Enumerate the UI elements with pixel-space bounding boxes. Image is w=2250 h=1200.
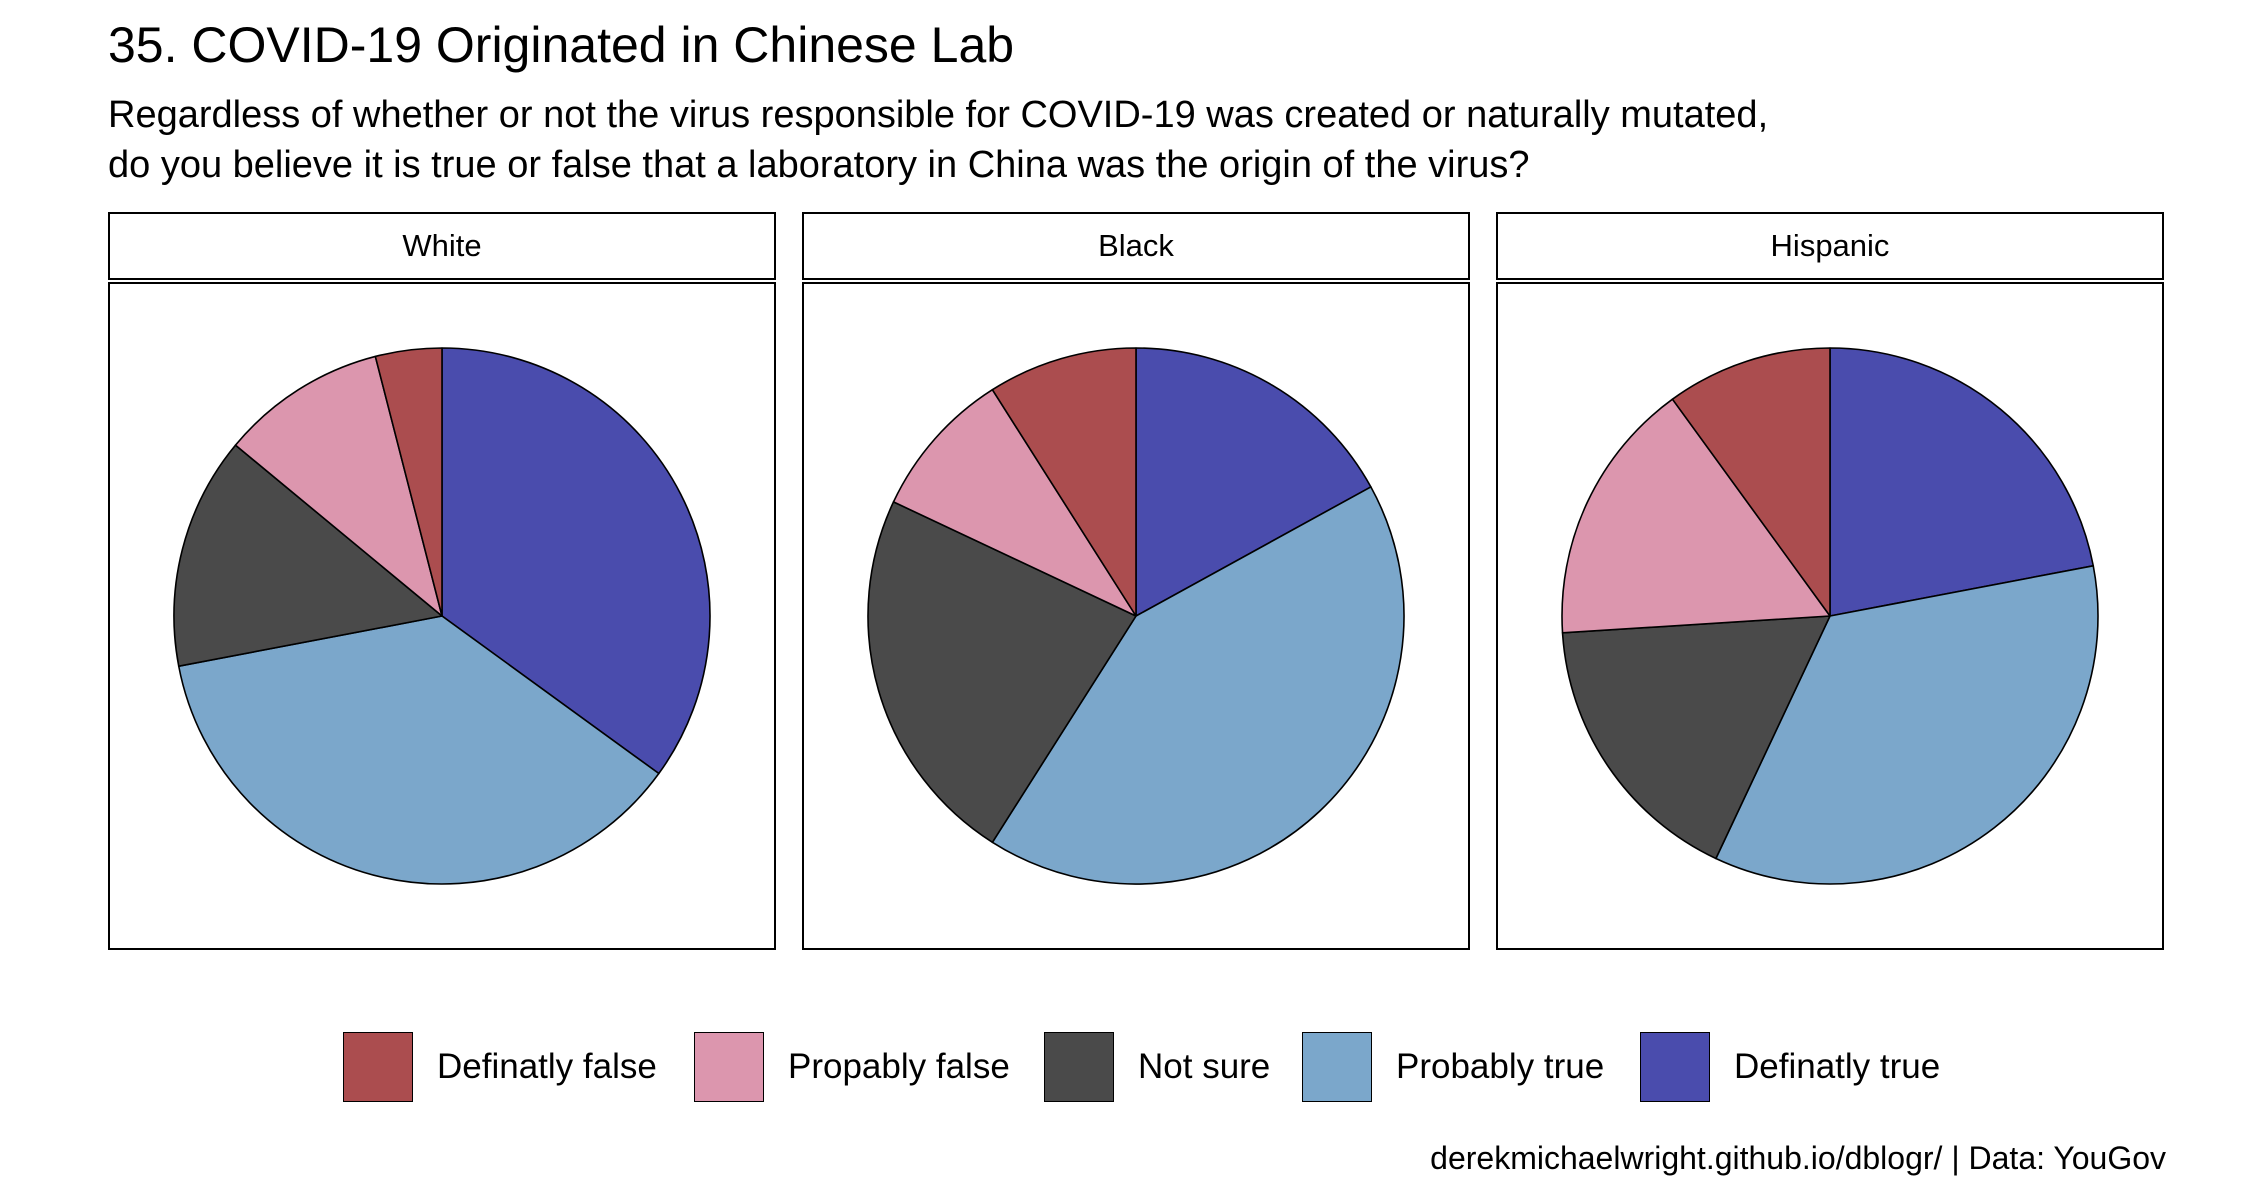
pie-slice-hispanic-propably-false xyxy=(1561,398,1831,634)
legend-item-not-sure: Not sure xyxy=(1044,1030,1270,1104)
legend-item-definatly-false: Definatly false xyxy=(343,1030,657,1104)
pie-slice-black-propably-false xyxy=(892,388,1137,617)
facet-strip-label: Black xyxy=(802,212,1470,280)
facet-strip-label: White xyxy=(108,212,776,280)
legend-item-propably-false: Propably false xyxy=(694,1030,1010,1104)
pie-slice-hispanic-definatly-false xyxy=(1671,347,1831,617)
pie-plot-area xyxy=(1496,282,2164,950)
facet-panel-black: Black xyxy=(802,212,1470,952)
legend-key xyxy=(343,1032,413,1102)
pie-slice-white-probably-true xyxy=(177,615,660,885)
chart-subtitle: Regardless of whether or not the virus r… xyxy=(108,90,1768,190)
pie-slice-black-probably-true xyxy=(991,486,1405,885)
pie-slice-hispanic-definatly-true xyxy=(1829,347,2095,617)
facet-strip-label: Hispanic xyxy=(1496,212,2164,280)
pie-slice-white-definatly-true xyxy=(441,347,711,775)
legend-label: Propably false xyxy=(788,1047,1010,1086)
legend-key xyxy=(1302,1032,1372,1102)
subtitle-line-2: do you believe it is true or false that … xyxy=(108,144,1530,186)
pie-slice-black-not-sure xyxy=(867,501,1137,844)
pie-slice-black-definatly-false xyxy=(991,347,1137,617)
legend-item-probably-true: Probably true xyxy=(1302,1030,1604,1104)
pie-plot-area xyxy=(802,282,1470,950)
facet-panel-hispanic: Hispanic xyxy=(1496,212,2164,952)
facet-panel-white: White xyxy=(108,212,776,952)
legend-key xyxy=(694,1032,764,1102)
legend-label: Definatly true xyxy=(1734,1047,1941,1086)
pie-chart-white xyxy=(173,347,711,885)
pie-slice-white-propably-false xyxy=(234,355,443,617)
pie-slice-hispanic-not-sure xyxy=(1561,615,1831,860)
legend-label: Not sure xyxy=(1138,1047,1271,1086)
pie-chart-hispanic xyxy=(1561,347,2099,885)
pie-slice-white-not-sure xyxy=(173,444,443,668)
pie-slice-hispanic-probably-true xyxy=(1715,564,2099,885)
pie-slice-black-definatly-true xyxy=(1135,347,1372,617)
chart-title: 35. COVID-19 Originated in Chinese Lab xyxy=(108,17,1015,73)
legend-label: Probably true xyxy=(1396,1047,1605,1086)
legend-key xyxy=(1044,1032,1114,1102)
pie-plot-area xyxy=(108,282,776,950)
pie-slice-white-definatly-false xyxy=(374,347,443,617)
subtitle-line-1: Regardless of whether or not the virus r… xyxy=(108,94,1769,136)
pie-chart-black xyxy=(867,347,1405,885)
legend-key xyxy=(1640,1032,1710,1102)
legend: Definatly false Propably false Not sure … xyxy=(0,1030,2250,1104)
legend-label: Definatly false xyxy=(437,1047,657,1086)
legend-item-definatly-true: Definatly true xyxy=(1640,1030,1940,1104)
source-caption: derekmichaelwright.github.io/dblogr/ | D… xyxy=(1430,1140,2166,1176)
